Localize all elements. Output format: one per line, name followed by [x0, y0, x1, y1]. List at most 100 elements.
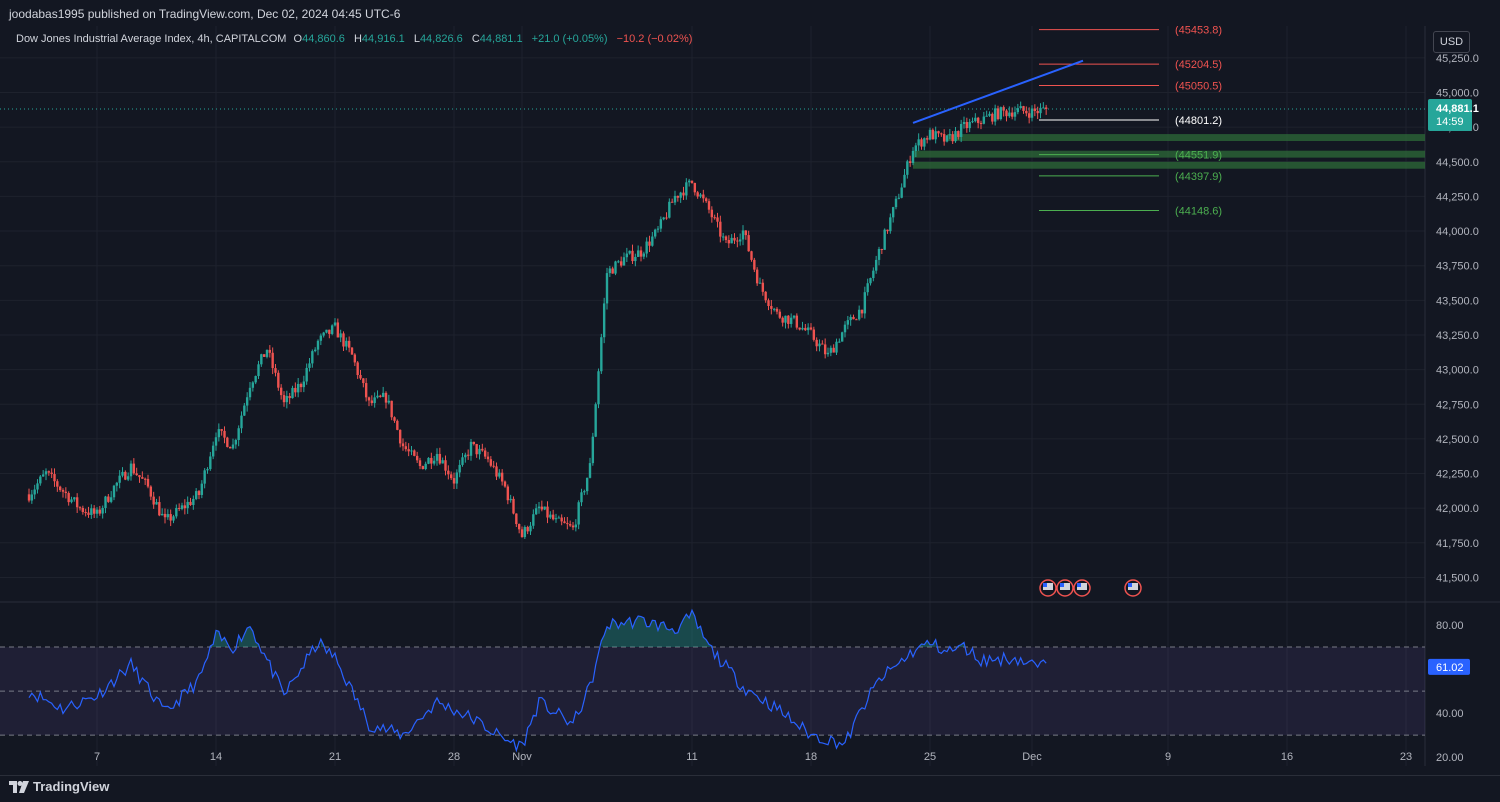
time-tick-label: 28: [448, 751, 460, 763]
candle-down: [418, 460, 422, 467]
candle-down: [262, 354, 266, 357]
low-value: 44,826.6: [419, 33, 463, 45]
price-tick-label: 41,500.0: [1436, 572, 1479, 584]
event-flag-canton-icon: [1077, 583, 1081, 587]
candle-up: [656, 228, 660, 230]
candle-up: [231, 444, 235, 449]
candle-up: [410, 450, 413, 452]
candle-up: [900, 187, 903, 198]
candle-up: [659, 219, 663, 229]
candle-down: [809, 327, 813, 330]
candle-down: [976, 117, 980, 123]
candle-up: [95, 509, 99, 514]
support-zones: [913, 134, 1425, 169]
candle-down: [342, 333, 345, 347]
candle-up: [217, 429, 221, 438]
candle-down: [951, 134, 954, 142]
currency-button[interactable]: USD: [1433, 31, 1470, 53]
candle-up: [543, 506, 546, 510]
close-label: C: [471, 33, 480, 45]
candle-down: [710, 209, 714, 218]
candle-down: [421, 466, 425, 470]
low-label: L: [413, 33, 420, 45]
candle-down: [353, 354, 357, 363]
change-secondary-value: −10.2 (−0.02%): [616, 33, 693, 45]
price-tick-label: 42,000.0: [1436, 503, 1479, 515]
candle-up: [30, 494, 34, 501]
time-tick-label: 16: [1281, 751, 1293, 763]
candle-up: [911, 150, 915, 163]
event-markers[interactable]: [1039, 579, 1142, 597]
candle-up: [180, 505, 184, 509]
candle-up: [115, 482, 119, 486]
tradingview-logo[interactable]: TradingView: [9, 779, 109, 794]
candle-up: [993, 108, 997, 122]
candle-down: [1027, 113, 1031, 118]
candle-up: [1008, 112, 1011, 117]
candle-down: [158, 502, 161, 516]
candle-up: [917, 139, 920, 146]
candle-down: [996, 108, 1000, 120]
candle-down: [1033, 108, 1037, 111]
candle-down: [27, 494, 31, 501]
candle-down: [152, 496, 155, 505]
last-price-value: 44,881.1: [1436, 103, 1479, 115]
candle-up: [651, 236, 654, 246]
candle-up: [883, 229, 886, 250]
candle-up: [155, 502, 158, 505]
candle-up: [90, 508, 93, 515]
candle-down: [475, 444, 478, 455]
candle-down: [61, 490, 65, 492]
candle-up: [121, 471, 124, 476]
rsi-overbought-fill: [238, 626, 259, 648]
top-bar: joodabas1995 published on TradingView.co…: [0, 0, 1500, 26]
price-tick-label: 44,500.0: [1436, 157, 1479, 169]
candle-down: [438, 453, 442, 464]
candle-up: [237, 428, 240, 440]
candle-down: [704, 198, 708, 202]
high-value: 44,916.1: [361, 33, 405, 45]
price-tick-label: 43,250.0: [1436, 330, 1479, 342]
support-zone: [913, 161, 1425, 169]
trendline[interactable]: [912, 59, 1084, 124]
candle-down: [727, 239, 731, 244]
candle-down: [135, 473, 138, 476]
candle-up: [192, 498, 195, 505]
candle-down: [299, 383, 303, 388]
candle-down: [798, 327, 801, 330]
candle-up: [464, 454, 467, 458]
candle-up: [789, 317, 793, 324]
price-tick-label: 42,500.0: [1436, 434, 1479, 446]
rsi-line: [28, 608, 1047, 753]
candle-up: [251, 382, 255, 388]
candle-up: [849, 316, 852, 321]
candle-down: [466, 454, 470, 456]
candle-up: [557, 517, 561, 519]
candle-down: [452, 478, 456, 484]
candle-down: [64, 491, 68, 494]
candle-down: [719, 221, 722, 237]
candle-down: [398, 429, 402, 444]
candle-up: [248, 387, 252, 398]
candlesticks: [0, 101, 1425, 539]
candle-up: [203, 470, 206, 484]
candle-down: [690, 180, 694, 183]
candle-down: [67, 493, 70, 503]
candle-down: [362, 378, 365, 384]
price-chart[interactable]: (45453.8) (45204.5) (45050.5) (44801.2) (445…: [0, 26, 1500, 775]
candle-up: [872, 270, 875, 279]
candle-up: [240, 415, 243, 429]
price-level-label: (44397.9): [1175, 171, 1222, 183]
candle-up: [432, 460, 436, 464]
candle-down: [619, 261, 623, 266]
candle-up: [339, 333, 342, 338]
price-level-label: (45050.5): [1175, 81, 1222, 93]
time-tick-label: 23: [1400, 751, 1412, 763]
candle-down: [279, 387, 283, 396]
last-price-badge: [1428, 98, 1472, 131]
candle-down: [407, 449, 410, 452]
price-tick-label: 44,000.0: [1436, 226, 1479, 238]
candle-down: [736, 240, 739, 242]
candle-down: [503, 481, 507, 487]
candle-up: [959, 124, 963, 137]
